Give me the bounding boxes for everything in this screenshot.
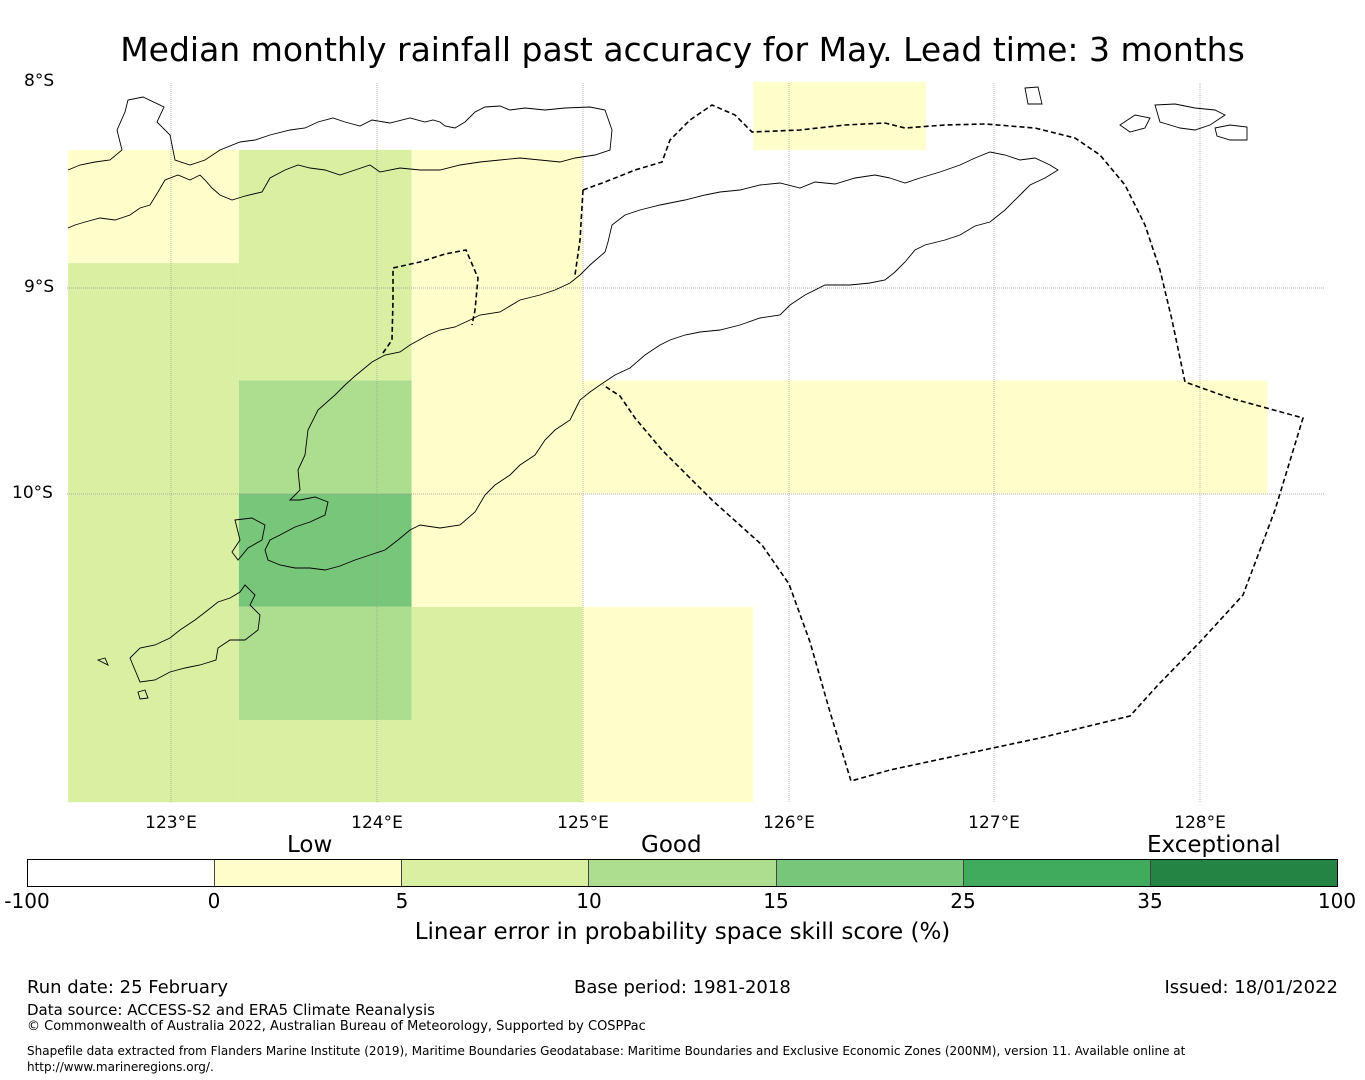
skill-cell [753, 82, 926, 150]
alor-island [1119, 114, 1151, 133]
skill-cell [238, 149, 412, 381]
skill-cell [68, 149, 239, 264]
colorbar-segment [215, 860, 403, 886]
wetar-island [1154, 103, 1226, 131]
colorbar-tick: 25 [950, 889, 976, 913]
colorbar-segment [776, 860, 964, 886]
copyright: © Commonwealth of Australia 2022, Austra… [27, 1019, 646, 1034]
data-source: Data source: ACCESS-S2 and ERA5 Climate … [27, 1001, 435, 1019]
eez-boundary [382, 104, 1305, 782]
eez-timor-leste [574, 104, 1305, 782]
skill-cell [411, 380, 583, 607]
skill-cell [582, 606, 754, 803]
lon-label-125e: 125°E [557, 813, 609, 833]
lon-label-123e: 123°E [145, 813, 197, 833]
run-date: Run date: 25 February [27, 977, 228, 998]
lon-label-126e: 126°E [763, 813, 815, 833]
colorbar-tick: 15 [763, 889, 789, 913]
base-period: Base period: 1981-2018 [574, 977, 791, 998]
legend-band-low: Low [287, 832, 333, 858]
eez-oecusse [382, 249, 479, 354]
chart-title: Median monthly rainfall past accuracy fo… [120, 30, 1245, 69]
timor-coast [264, 151, 1059, 571]
colorbar-tick: 5 [395, 889, 409, 913]
skill-cell [238, 606, 412, 720]
small-island-3 [96, 657, 109, 666]
coastline [67, 86, 1248, 700]
skill-cell [68, 263, 239, 803]
lon-label-128e: 128°E [1174, 813, 1226, 833]
colorbar [27, 859, 1338, 887]
issued-date: Issued: 18/01/2022 [1164, 977, 1338, 998]
gridlines [67, 83, 1325, 803]
colorbar-tick: 100 [1317, 889, 1357, 913]
lon-label-124e: 124°E [351, 813, 403, 833]
small-island-4 [231, 517, 266, 561]
colorbar-segment [589, 860, 777, 886]
lon-label-127e: 127°E [968, 813, 1020, 833]
colorbar-tick: -100 [4, 889, 50, 913]
colorbar-segment [1150, 860, 1337, 886]
legend-band-exceptional: Exceptional [1147, 832, 1281, 858]
semau-rote [129, 584, 261, 683]
colorbar-label: Linear error in probability space skill … [414, 919, 951, 945]
colorbar-segment [402, 860, 590, 886]
skill-cells [68, 82, 1268, 803]
shapefile-credit: Shapefile data extracted from Flanders M… [27, 1044, 1186, 1074]
small-island-1 [1214, 124, 1248, 141]
colorbar-segment [28, 860, 216, 886]
atauro-island [1024, 86, 1043, 105]
lat-label-10s: 10°S [12, 483, 53, 503]
colorbar-tick: 35 [1137, 889, 1163, 913]
small-island-2 [137, 689, 149, 700]
skill-cell [238, 719, 583, 803]
colorbar-tick: 0 [207, 889, 221, 913]
lat-label-8s: 8°S [24, 71, 55, 91]
lat-label-9s: 9°S [24, 277, 55, 297]
map [67, 82, 1325, 803]
skill-cell [238, 380, 412, 494]
colorbar-tick: 10 [576, 889, 602, 913]
colorbar-segment [963, 860, 1151, 886]
flores-coast [67, 96, 613, 229]
legend-band-good: Good [641, 832, 702, 858]
skill-cell [411, 149, 583, 381]
skill-cell [582, 380, 1268, 494]
skill-cell [411, 606, 583, 720]
